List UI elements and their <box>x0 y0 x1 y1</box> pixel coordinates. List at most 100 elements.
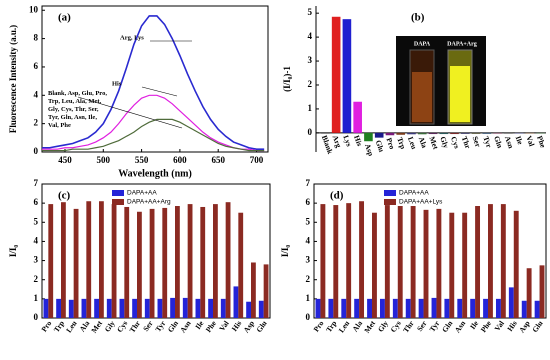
y-tick-label: 0 <box>308 127 313 137</box>
bar <box>200 206 206 318</box>
category-label: Ala <box>417 135 429 149</box>
y-axis-label: I/I₀ <box>8 245 18 258</box>
category-label: Lys <box>341 134 353 148</box>
y-tick-label: 2 <box>308 79 313 89</box>
legend-swatch <box>112 190 124 196</box>
plot-frame <box>41 5 269 153</box>
legend-swatch <box>112 199 124 205</box>
y-tick-label: 4 <box>306 235 311 245</box>
x-tick-label: Met <box>362 319 377 335</box>
x-tick-label: Asp <box>241 319 256 334</box>
x-tick-label: Met <box>89 319 104 335</box>
bar <box>364 132 373 142</box>
bar <box>418 298 424 318</box>
bar <box>208 298 213 318</box>
category-label: Cys <box>449 135 462 150</box>
y-tick-label: 1 <box>306 293 311 303</box>
x-tick-label: Asn <box>178 318 193 334</box>
bar <box>405 298 411 318</box>
bar <box>157 298 163 318</box>
y-tick-label: 7 <box>34 178 39 188</box>
bar <box>321 132 330 134</box>
x-tick-label: Leu <box>337 319 352 334</box>
bar <box>175 206 180 318</box>
bar <box>397 206 403 318</box>
series-label: Arg, Lys <box>120 34 144 41</box>
x-tick-label: Ser <box>141 318 155 333</box>
x-tick-label: His <box>230 319 244 333</box>
y-tick-label: 3 <box>34 255 39 265</box>
category-label: Asn <box>503 135 516 151</box>
bar <box>493 132 502 134</box>
bar <box>341 298 347 318</box>
inset-label: DAPA+Arg <box>447 41 477 47</box>
bar <box>436 208 442 318</box>
bar <box>48 204 54 318</box>
bar <box>315 298 321 318</box>
bar <box>450 132 459 135</box>
bar <box>449 212 455 318</box>
category-label: His <box>352 134 364 147</box>
bar <box>384 205 390 318</box>
plot-frame <box>313 183 547 319</box>
x-tick-label: Phe <box>479 318 494 334</box>
series-label-line: Blank, Asp, Glu, Pro, <box>48 90 107 97</box>
x-tick-label: Glu <box>530 319 544 334</box>
bar <box>374 132 384 138</box>
bar <box>225 202 231 318</box>
y-tick-label: 1 <box>308 103 313 113</box>
category-label: Thr <box>460 135 473 150</box>
bar <box>513 210 519 318</box>
category-label: Tyr <box>481 135 494 150</box>
bar <box>263 264 269 318</box>
bar <box>353 101 362 133</box>
bar <box>410 206 416 318</box>
label-pointer <box>77 96 183 129</box>
series-label: His <box>112 80 122 87</box>
bar <box>444 298 450 318</box>
panel-label: (b) <box>411 12 425 24</box>
bar <box>514 132 524 134</box>
category-label: Phe <box>535 135 548 150</box>
spectrum-line <box>42 94 265 152</box>
bar <box>534 300 540 318</box>
y-tick-label: 0 <box>34 146 39 156</box>
bar <box>488 204 493 318</box>
bar <box>385 132 395 136</box>
panel-label: (c) <box>58 190 71 202</box>
category-label: Ile <box>514 135 526 147</box>
legend-label: DAPA+AA <box>399 190 429 197</box>
series-label-line: Trp, Leu, Ala, Met, <box>48 98 102 105</box>
series-label-line: Val, Phe <box>48 122 71 129</box>
x-tick-label: Cys <box>115 319 129 334</box>
bar <box>43 298 49 318</box>
bar <box>119 298 125 318</box>
bar <box>470 298 476 318</box>
y-tick-label: 5 <box>308 7 313 17</box>
bar <box>195 298 201 318</box>
x-tick-label: Cys <box>389 319 403 334</box>
x-tick-label: Trp <box>324 319 338 334</box>
panel-label: (a) <box>58 12 71 24</box>
category-label: Leu <box>406 135 419 150</box>
bar <box>372 212 377 318</box>
y-tick-label: 10 <box>29 4 39 14</box>
bar <box>462 212 468 318</box>
y-tick-label: 6 <box>34 197 39 207</box>
y-tick-label: 6 <box>34 61 39 71</box>
bar <box>526 268 532 318</box>
bar <box>359 201 365 318</box>
category-label: Val <box>524 135 536 148</box>
label-pointer <box>141 86 178 97</box>
bar <box>73 208 79 318</box>
y-tick-label: 0 <box>34 312 39 322</box>
x-tick-label: Trp <box>52 319 66 334</box>
bar <box>392 298 398 318</box>
bar <box>124 206 130 318</box>
bar <box>471 132 481 134</box>
legend-swatch <box>384 199 396 205</box>
bar <box>367 298 372 318</box>
bar <box>423 209 429 318</box>
bar <box>396 132 406 135</box>
